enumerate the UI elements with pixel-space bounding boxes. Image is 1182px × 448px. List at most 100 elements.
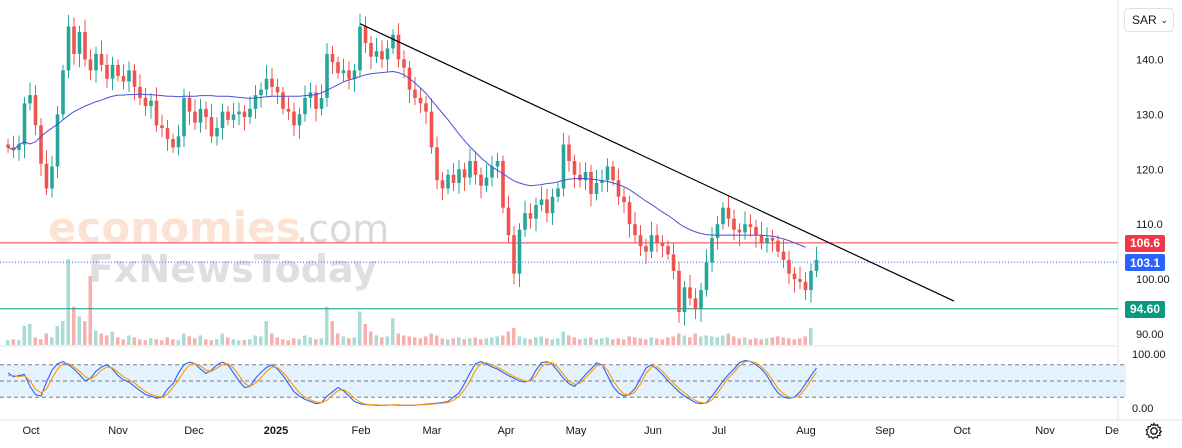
stochastic-axis[interactable]: 100.00 0.00 <box>1132 349 1166 415</box>
volume-bars <box>6 259 813 345</box>
volume-bar <box>314 339 318 345</box>
volume-bar <box>495 336 499 345</box>
stochastic-line <box>8 361 817 406</box>
volume-bar <box>671 336 675 345</box>
candle-body <box>220 111 225 129</box>
time-axis[interactable]: Oct Nov Dec 2025 Feb Mar Apr May Jun Jul Aug Sep Oct… <box>22 425 1119 437</box>
volume-bar <box>435 335 439 345</box>
candle-body <box>479 174 483 186</box>
candle-body <box>391 34 395 49</box>
watermark-line2: FxNewsToday <box>88 247 377 291</box>
candle-body <box>418 97 423 104</box>
volume-bar <box>50 337 54 345</box>
candle-body <box>297 114 302 126</box>
candle-body <box>605 166 610 181</box>
candle-body <box>671 254 676 271</box>
volume-bar <box>666 337 670 345</box>
candle-body <box>457 169 461 183</box>
candle-body <box>666 246 670 255</box>
candle-body <box>589 172 593 194</box>
candle-body <box>369 42 373 57</box>
candle-body <box>440 180 445 189</box>
candle-body <box>176 136 181 148</box>
time-tick-label: Apr <box>497 425 514 437</box>
volume-bar <box>545 338 549 345</box>
candle-body <box>754 226 758 236</box>
volume-bar <box>297 339 301 345</box>
candle-body <box>765 237 769 244</box>
volume-bar <box>765 338 769 345</box>
grid <box>0 0 1182 421</box>
settings-icon[interactable] <box>1144 421 1164 441</box>
candle-body <box>803 281 808 291</box>
volume-bar <box>363 323 367 345</box>
candle-body <box>363 26 368 43</box>
candle-body <box>50 166 54 189</box>
volume-bar <box>11 339 15 345</box>
candle-body <box>154 100 159 126</box>
volume-bar <box>649 337 653 345</box>
candle-body <box>275 86 280 93</box>
volume-bar <box>187 336 191 345</box>
time-tick-label: Sep <box>875 425 895 437</box>
volume-bar <box>55 325 59 345</box>
stochastic-band <box>0 364 1126 398</box>
candle-body <box>292 111 296 126</box>
volume-bar <box>160 340 164 345</box>
candle-body <box>523 213 527 230</box>
volume-bar <box>754 338 758 345</box>
chevron-down-icon: ⌄ <box>1160 14 1168 25</box>
candle-body <box>330 53 335 63</box>
candle-body <box>358 26 362 71</box>
volume-bar <box>693 333 697 345</box>
candle-body <box>622 196 626 203</box>
volume-bar <box>407 336 411 345</box>
currency-selector[interactable]: SAR ⌄ <box>1124 8 1174 32</box>
volume-bar <box>556 338 560 345</box>
volume-bar <box>231 339 235 345</box>
volume-bar <box>127 335 131 345</box>
candle-body <box>710 237 714 263</box>
candle-body <box>462 169 467 178</box>
candle-body <box>182 97 186 137</box>
volume-bar <box>605 337 609 345</box>
price-axis[interactable]: 140.0 130.0 120.0 110.0 100.00 90.00 <box>1136 54 1170 341</box>
candle-body <box>231 114 236 120</box>
volume-bar <box>462 339 466 345</box>
candle-body <box>743 224 747 233</box>
volume-bar <box>132 337 136 345</box>
volume-bar <box>347 338 351 345</box>
volume-bar <box>611 339 615 345</box>
candle-body <box>737 229 742 233</box>
volume-bar <box>28 323 32 345</box>
volume-bar <box>352 337 356 345</box>
volume-bar <box>286 340 290 345</box>
volume-bar <box>380 337 384 345</box>
candle-body <box>160 125 164 129</box>
volume-bar <box>594 339 598 345</box>
volume-bar <box>688 337 692 345</box>
time-tick-label: Mar <box>423 425 442 437</box>
horizontal-levels[interactable] <box>0 242 1118 310</box>
volume-bar <box>440 338 444 345</box>
volume-bar <box>737 338 741 345</box>
candlesticks[interactable] <box>6 13 819 326</box>
candle-body <box>451 174 456 183</box>
candle-body <box>677 270 681 313</box>
candle-body <box>396 34 401 60</box>
volume-bar <box>787 338 791 345</box>
candle-body <box>556 188 560 197</box>
volume-bar <box>726 333 730 345</box>
price-tag: 103.1 <box>1125 254 1165 272</box>
trendline[interactable] <box>359 23 955 302</box>
candle-body <box>99 53 104 65</box>
candle-body <box>248 108 252 118</box>
candle-body <box>528 213 533 219</box>
candle-body <box>567 144 571 162</box>
volume-bar <box>429 333 433 345</box>
volume-bar <box>468 338 472 345</box>
volume-bar <box>622 339 626 345</box>
watermark-line1: economies <box>48 203 301 252</box>
